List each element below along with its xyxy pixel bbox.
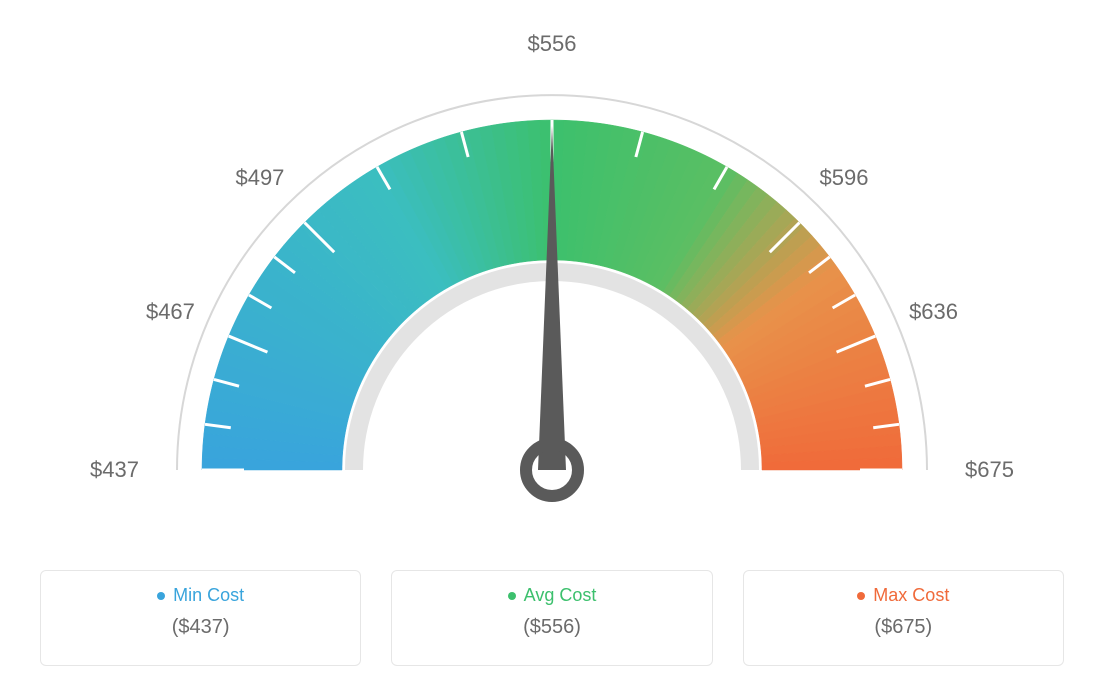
gauge-tick-label: $636 <box>909 299 958 325</box>
dot-icon <box>857 592 865 600</box>
legend-max-label: Max Cost <box>873 585 949 606</box>
legend-max-title: Max Cost <box>857 585 949 606</box>
gauge-tick-label: $596 <box>820 165 869 191</box>
gauge-tick-label: $556 <box>528 31 577 57</box>
gauge-area: $437 $467 $497 $556 $596 $636 $675 <box>0 0 1104 560</box>
gauge-svg <box>0 0 1104 560</box>
legend-max-card: Max Cost ($675) <box>743 570 1064 666</box>
cost-gauge-chart: $437 $467 $497 $556 $596 $636 $675 Min Cost ($… <box>0 0 1104 690</box>
dot-icon <box>157 592 165 600</box>
legend-min-card: Min Cost ($437) <box>40 570 361 666</box>
gauge-tick-label: $675 <box>965 457 1014 483</box>
legend-row: Min Cost ($437) Avg Cost ($556) Max Cost… <box>0 570 1104 690</box>
gauge-tick-label: $497 <box>235 165 284 191</box>
legend-avg-value: ($556) <box>400 616 703 639</box>
gauge-tick-label: $467 <box>146 299 195 325</box>
legend-min-label: Min Cost <box>173 585 244 606</box>
legend-avg-title: Avg Cost <box>508 585 597 606</box>
legend-min-title: Min Cost <box>157 585 244 606</box>
legend-avg-card: Avg Cost ($556) <box>391 570 712 666</box>
dot-icon <box>508 592 516 600</box>
legend-max-value: ($675) <box>752 616 1055 639</box>
legend-min-value: ($437) <box>49 616 352 639</box>
legend-avg-label: Avg Cost <box>524 585 597 606</box>
gauge-tick-label: $437 <box>90 457 139 483</box>
